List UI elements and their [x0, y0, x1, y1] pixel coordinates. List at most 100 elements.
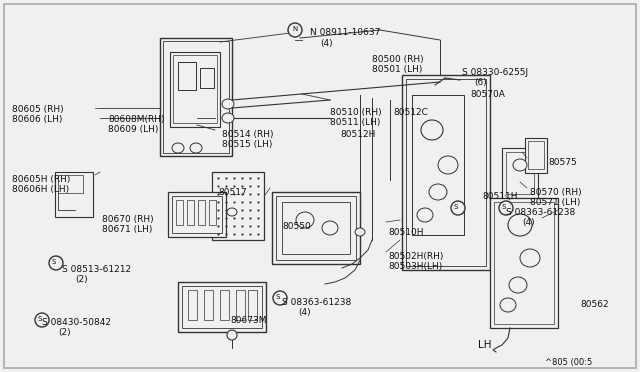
- Text: (4): (4): [298, 308, 310, 317]
- Text: 80512H: 80512H: [340, 130, 376, 139]
- Text: S: S: [52, 259, 56, 265]
- Bar: [220, 290, 229, 320]
- Bar: [528, 141, 544, 169]
- Ellipse shape: [509, 277, 527, 293]
- Text: (4): (4): [522, 218, 534, 227]
- Ellipse shape: [296, 212, 314, 228]
- Text: 80609 (LH): 80609 (LH): [108, 125, 158, 134]
- Bar: [160, 38, 232, 156]
- Bar: [163, 41, 229, 153]
- Bar: [402, 75, 490, 270]
- Bar: [204, 290, 213, 320]
- Bar: [187, 200, 194, 225]
- Text: S 08363-61238: S 08363-61238: [506, 208, 575, 217]
- Ellipse shape: [513, 159, 527, 171]
- Ellipse shape: [429, 184, 447, 200]
- Text: 80671 (LH): 80671 (LH): [102, 225, 152, 234]
- Ellipse shape: [508, 214, 532, 236]
- Text: 80510H: 80510H: [388, 228, 424, 237]
- Text: S: S: [38, 316, 42, 322]
- Bar: [406, 79, 486, 266]
- Bar: [212, 172, 264, 240]
- Text: 80670 (RH): 80670 (RH): [102, 215, 154, 224]
- Text: 80511 (LH): 80511 (LH): [330, 118, 380, 127]
- Ellipse shape: [520, 249, 540, 267]
- Text: N: N: [292, 26, 297, 32]
- Text: LH: LH: [478, 340, 492, 350]
- Text: S 08513-61212: S 08513-61212: [62, 265, 131, 274]
- Ellipse shape: [35, 313, 49, 327]
- Text: N 08911-10637: N 08911-10637: [310, 28, 380, 37]
- Text: 80605H (RH): 80605H (RH): [12, 175, 70, 184]
- Ellipse shape: [355, 228, 365, 236]
- Bar: [55, 172, 93, 217]
- Text: ^805 (00:5: ^805 (00:5: [545, 358, 592, 367]
- Ellipse shape: [288, 23, 302, 37]
- Bar: [178, 62, 196, 90]
- Bar: [248, 290, 257, 320]
- Bar: [176, 200, 183, 225]
- Bar: [490, 198, 558, 328]
- Text: S 08430-50842: S 08430-50842: [42, 318, 111, 327]
- Bar: [58, 175, 83, 193]
- Bar: [506, 152, 534, 194]
- Text: 80570A: 80570A: [470, 90, 505, 99]
- Bar: [276, 196, 356, 260]
- Bar: [200, 68, 214, 88]
- Text: 80503H(LH): 80503H(LH): [388, 262, 442, 271]
- Ellipse shape: [322, 221, 338, 235]
- Ellipse shape: [172, 143, 184, 153]
- Ellipse shape: [222, 113, 234, 123]
- Bar: [198, 200, 205, 225]
- Ellipse shape: [227, 208, 237, 216]
- Bar: [494, 202, 554, 324]
- Text: 80512C: 80512C: [393, 108, 428, 117]
- Text: 80606H (LH): 80606H (LH): [12, 185, 69, 194]
- Ellipse shape: [49, 256, 63, 270]
- Ellipse shape: [417, 208, 433, 222]
- Ellipse shape: [227, 330, 237, 340]
- Ellipse shape: [499, 201, 513, 215]
- Bar: [170, 52, 220, 127]
- Text: 80575: 80575: [548, 158, 577, 167]
- Text: 80510 (RH): 80510 (RH): [330, 108, 381, 117]
- Text: (6): (6): [474, 78, 487, 87]
- Bar: [209, 200, 216, 225]
- Text: 80501 (LH): 80501 (LH): [372, 65, 422, 74]
- Ellipse shape: [438, 156, 458, 174]
- Bar: [412, 95, 464, 235]
- Text: S: S: [502, 204, 506, 210]
- Ellipse shape: [222, 99, 234, 109]
- Bar: [178, 282, 266, 332]
- Bar: [236, 290, 245, 320]
- Text: 80608M(RH): 80608M(RH): [108, 115, 164, 124]
- Text: 80517: 80517: [218, 188, 247, 197]
- Bar: [172, 196, 222, 233]
- Bar: [168, 192, 226, 237]
- Bar: [525, 138, 547, 173]
- Text: S 08363-61238: S 08363-61238: [282, 298, 351, 307]
- Bar: [188, 290, 197, 320]
- Text: 80606 (LH): 80606 (LH): [12, 115, 62, 124]
- Bar: [470, 178, 632, 348]
- Ellipse shape: [451, 201, 465, 215]
- Text: 80605 (RH): 80605 (RH): [12, 105, 63, 114]
- Text: 80511H: 80511H: [482, 192, 518, 201]
- Text: 80550: 80550: [282, 222, 311, 231]
- Bar: [282, 202, 350, 254]
- Text: 80502H(RH): 80502H(RH): [388, 252, 444, 261]
- Text: (2): (2): [75, 275, 88, 284]
- Text: S: S: [454, 204, 458, 210]
- Text: (2): (2): [58, 328, 70, 337]
- Ellipse shape: [421, 120, 443, 140]
- Text: 80562: 80562: [580, 300, 609, 309]
- Ellipse shape: [500, 298, 516, 312]
- Text: 80515 (LH): 80515 (LH): [222, 140, 273, 149]
- Text: 80570 (RH): 80570 (RH): [530, 188, 582, 197]
- Bar: [272, 192, 360, 264]
- Bar: [182, 286, 262, 328]
- Ellipse shape: [273, 291, 287, 305]
- Ellipse shape: [190, 143, 202, 153]
- Bar: [502, 148, 538, 198]
- Text: 80500 (RH): 80500 (RH): [372, 55, 424, 64]
